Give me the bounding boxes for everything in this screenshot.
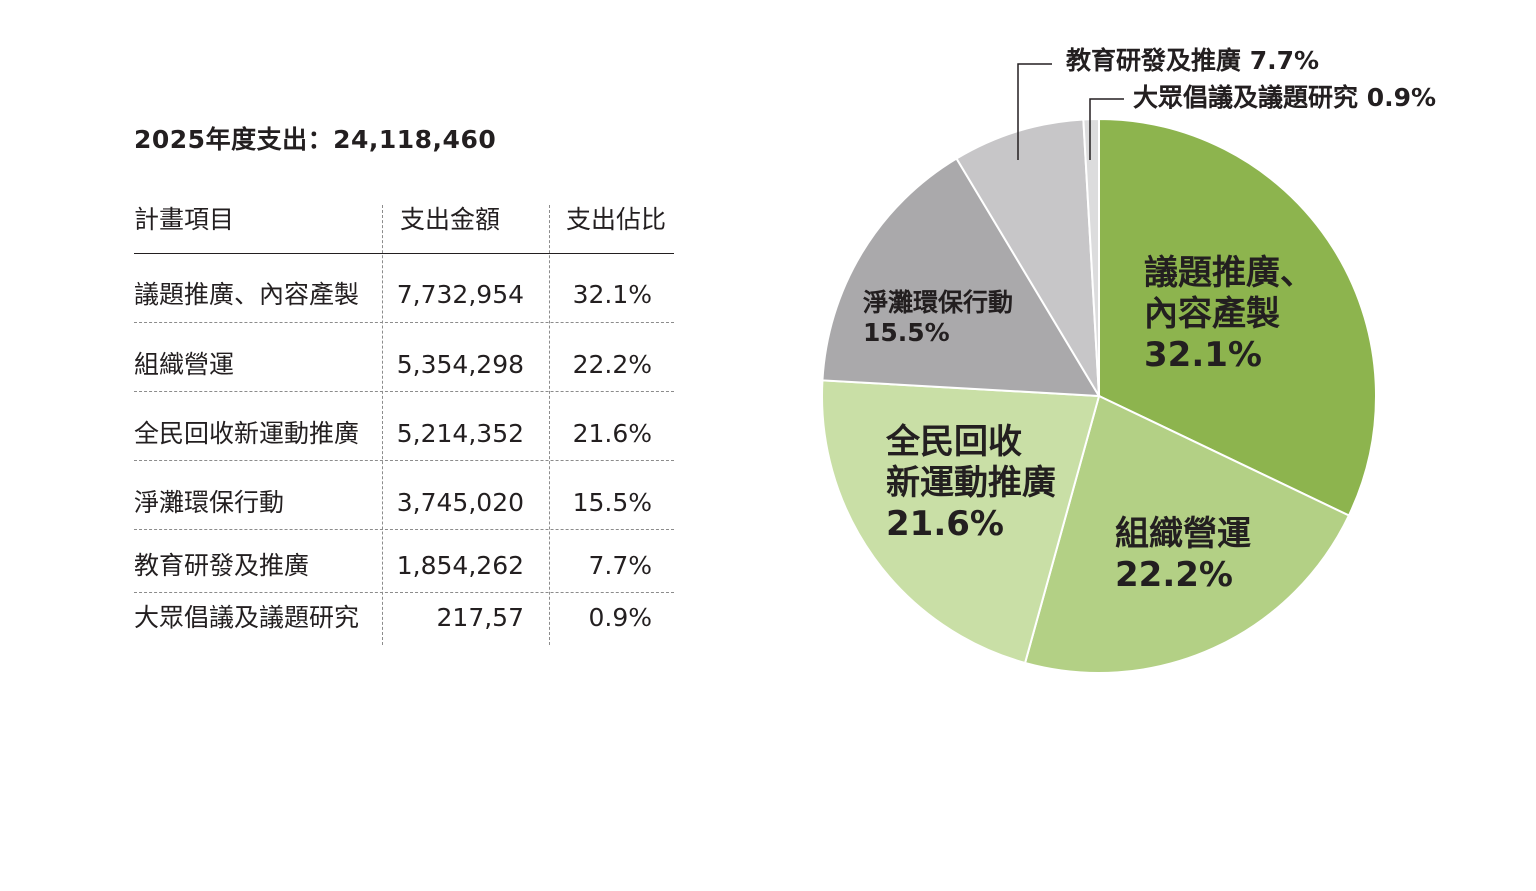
row-amount: 5,214,352 (396, 419, 524, 448)
slice-label-line: 議題推廣、 (1144, 253, 1314, 293)
slice-label-line: 內容產製 (1144, 293, 1280, 334)
slice-label-line: 全民回收 (886, 422, 1022, 462)
row-item: 淨灘環保行動 (134, 488, 285, 517)
table-row: 全民回收新運動推廣 5,214,352 21.6% (134, 392, 674, 461)
header-share: 支出佔比 (566, 205, 667, 234)
row-share: 15.5% (572, 488, 652, 517)
row-amount: 5,354,298 (396, 350, 524, 379)
pie-slices (821, 117, 1377, 674)
header-item: 計畫項目 (134, 205, 235, 234)
slice-label-recycling: 全民回收 新運動推廣 21.6% (886, 422, 1056, 544)
expense-table: 計畫項目 支出金額 支出佔比 議題推廣、內容產製 7,732,954 32.1%… (134, 195, 674, 645)
header-amount: 支出金額 (400, 205, 501, 234)
row-item: 議題推廣、內容產製 (134, 280, 360, 309)
pie-slice-3 (821, 157, 1101, 398)
callout-label-advocacy: 大眾倡議及議題研究 0.9% (1133, 83, 1437, 112)
table-row: 淨灘環保行動 3,745,020 15.5% (134, 461, 674, 530)
row-amount: 3,745,020 (396, 488, 524, 517)
slice-label-beach-cleanup: 淨灘環保行動 15.5% (863, 288, 1013, 348)
row-share: 32.1% (572, 280, 652, 309)
row-item: 全民回收新運動推廣 (134, 419, 360, 448)
slice-label-line: 新運動推廣 (886, 462, 1056, 503)
table-header: 計畫項目 支出金額 支出佔比 (134, 195, 674, 254)
table-row: 大眾倡議及議題研究 217,57 0.9% (134, 593, 674, 645)
callout-lines (1017, 63, 1124, 160)
slice-label-percent: 32.1% (1144, 334, 1262, 375)
column-divider (382, 205, 383, 645)
table-row: 教育研發及推廣 1,854,262 7.7% (134, 530, 674, 593)
slice-label-percent: 15.5% (863, 318, 950, 347)
table-row: 組織營運 5,354,298 22.2% (134, 323, 674, 392)
row-item: 大眾倡議及議題研究 (134, 603, 360, 632)
slice-label-percent: 22.2% (1115, 554, 1233, 595)
pie-slice-0 (1098, 117, 1377, 517)
row-share: 7.7% (588, 551, 652, 580)
slice-label-line: 淨灘環保行動 (863, 288, 1014, 317)
slice-label-percent: 21.6% (886, 503, 1004, 544)
row-amount: 217,57 (436, 603, 524, 632)
row-amount: 7,732,954 (396, 280, 524, 309)
row-share: 21.6% (572, 419, 652, 448)
callout-line-education (1017, 63, 1052, 160)
pie-slice-2 (821, 379, 1101, 665)
table-row: 議題推廣、內容產製 7,732,954 32.1% (134, 254, 674, 323)
row-share: 0.9% (588, 603, 652, 632)
row-amount: 1,854,262 (396, 551, 524, 580)
row-item: 教育研發及推廣 (134, 551, 310, 580)
callout-line-advocacy (1089, 98, 1124, 160)
callout-label-education: 教育研發及推廣 7.7% (1066, 46, 1320, 75)
slice-label-line: 組織營運 (1115, 514, 1251, 554)
column-divider (549, 205, 550, 645)
pie-slice-5 (1082, 117, 1100, 397)
slice-label-operations: 組織營運 22.2% (1115, 514, 1251, 596)
row-share: 22.2% (572, 350, 652, 379)
slice-label-issue-promotion: 議題推廣、 內容產製 32.1% (1144, 253, 1314, 375)
pie-slice-1 (1023, 394, 1351, 674)
page-title: 2025年度支出：24,118,460 (134, 125, 497, 154)
row-item: 組織營運 (134, 350, 235, 379)
